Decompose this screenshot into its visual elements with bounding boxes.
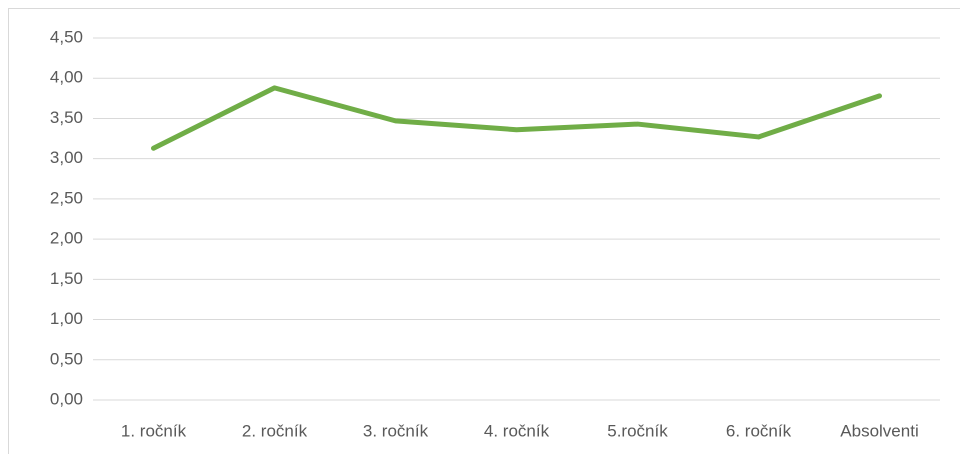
x-tick-label: 2. ročník — [242, 421, 308, 440]
y-tick-label: 4,50 — [50, 27, 83, 46]
x-tick-label: 1. ročník — [121, 421, 187, 440]
x-tick-label: 3. ročník — [363, 421, 429, 440]
x-tick-label: 4. ročník — [484, 421, 550, 440]
y-tick-label: 0,00 — [50, 389, 83, 408]
y-tick-label: 1,00 — [50, 309, 83, 328]
y-tick-label: 1,50 — [50, 269, 83, 288]
x-tick-label: 5.ročník — [607, 421, 668, 440]
y-tick-label: 3,50 — [50, 108, 83, 127]
data-line — [151, 85, 882, 151]
x-tick-label: Absolventi — [840, 421, 918, 440]
x-tick-label: 6. ročník — [726, 421, 792, 440]
y-tick-label: 4,00 — [50, 68, 83, 87]
y-tick-label: 2,00 — [50, 229, 83, 248]
y-tick-label: 3,00 — [50, 148, 83, 167]
chart-border — [8, 8, 960, 454]
y-tick-label: 0,50 — [50, 349, 83, 368]
y-tick-label: 2,50 — [50, 188, 83, 207]
